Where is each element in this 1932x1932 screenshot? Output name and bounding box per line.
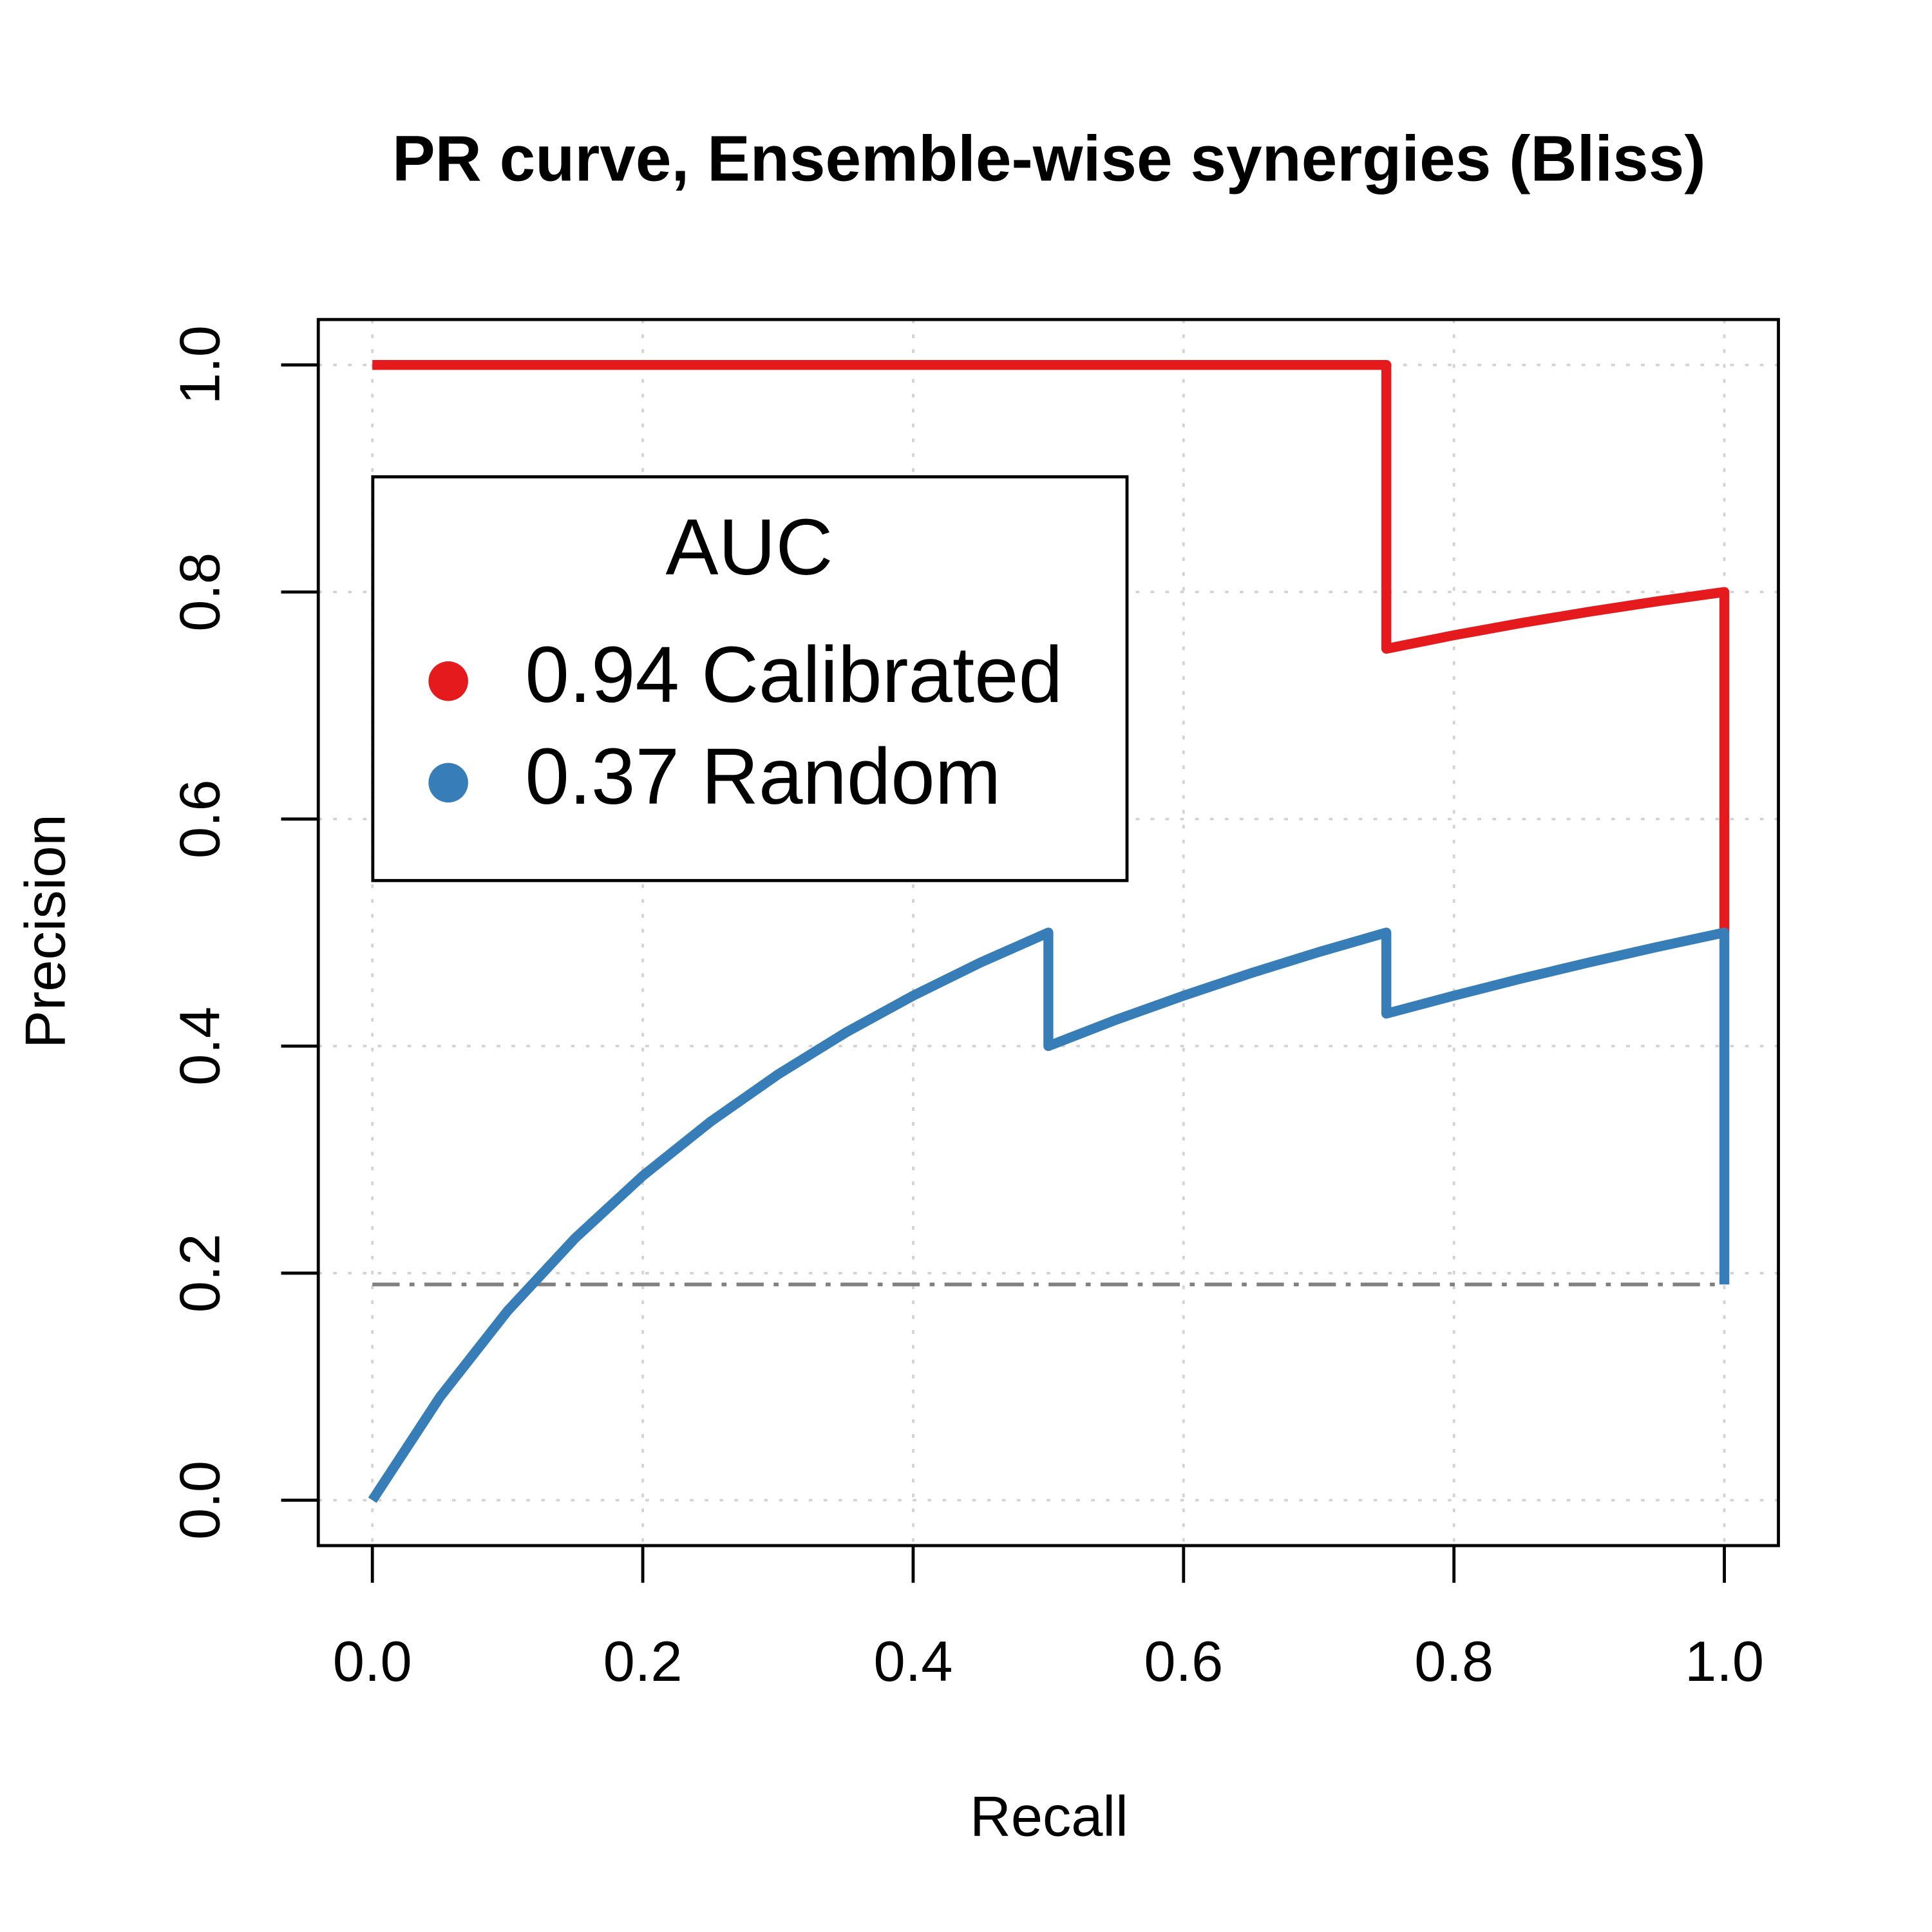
legend-box bbox=[371, 475, 1129, 882]
x-axis-label: Recall bbox=[970, 1784, 1128, 1848]
x-tick-label: 0.0 bbox=[333, 1629, 412, 1693]
x-tick-label: 0.6 bbox=[1144, 1629, 1223, 1693]
legend-title: AUC bbox=[666, 504, 833, 592]
legend-marker bbox=[428, 661, 468, 701]
y-tick-label: 0.0 bbox=[168, 1461, 232, 1540]
x-tick-label: 0.8 bbox=[1414, 1629, 1493, 1693]
y-tick-label: 0.4 bbox=[168, 1007, 232, 1086]
series-line bbox=[368, 927, 1730, 1503]
y-tick-label: 0.8 bbox=[168, 553, 232, 632]
y-tick-label: 0.2 bbox=[168, 1233, 232, 1312]
legend-label: 0.94 Calibrated bbox=[525, 631, 1063, 719]
legend-marker bbox=[428, 762, 468, 803]
series-line bbox=[372, 359, 1730, 933]
y-axis-label: Precision bbox=[13, 814, 77, 1048]
y-tick-label: 0.6 bbox=[168, 779, 232, 858]
x-tick-label: 1.0 bbox=[1685, 1629, 1764, 1693]
chart-title: PR curve, Ensemble-wise synergies (Bliss… bbox=[392, 122, 1706, 194]
y-tick-label: 1.0 bbox=[168, 325, 232, 404]
plot-frame bbox=[316, 317, 1780, 1548]
legend-label: 0.37 Random bbox=[525, 733, 1001, 821]
x-tick-label: 0.4 bbox=[873, 1629, 952, 1693]
x-tick-label: 0.2 bbox=[603, 1629, 683, 1693]
